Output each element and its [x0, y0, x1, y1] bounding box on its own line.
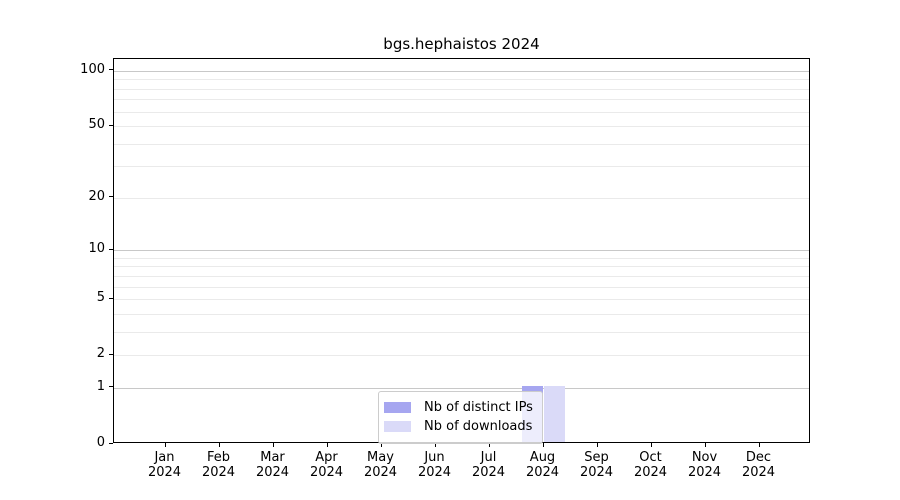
- x-tick-label: Feb 2024: [187, 450, 251, 480]
- x-tick-mark: [380, 443, 382, 447]
- y-tick-mark: [109, 386, 113, 388]
- x-tick-label-month: Aug: [529, 450, 556, 465]
- y-tick-mark: [109, 69, 113, 71]
- y-tick-label: 5: [96, 290, 105, 306]
- x-tick-label-month: Jan: [154, 450, 175, 465]
- gridline-minor: [114, 79, 809, 81]
- bar-downloads: [543, 385, 566, 442]
- x-tick-label-month: Oct: [639, 450, 662, 465]
- gridline-minor: [114, 331, 809, 333]
- chart-title: bgs.hephaistos 2024: [383, 35, 540, 53]
- grid-layer: [114, 59, 809, 442]
- x-tick-mark: [218, 443, 220, 447]
- gridline-minor: [114, 111, 809, 113]
- y-tick-label: 0: [96, 435, 105, 450]
- gridline-major: [114, 387, 809, 389]
- x-tick-label: Aug 2024: [511, 450, 575, 480]
- x-tick-mark: [164, 443, 166, 447]
- gridline-minor: [114, 299, 809, 301]
- gridline-major: [114, 70, 809, 72]
- x-tick-label: Nov 2024: [673, 450, 737, 480]
- gridline-minor: [114, 126, 809, 128]
- y-tick-label: 1: [96, 378, 105, 394]
- x-tick-mark: [488, 443, 490, 447]
- x-tick-label: Mar 2024: [241, 450, 305, 480]
- gridline-minor: [114, 99, 809, 101]
- x-tick-label-year: 2024: [741, 465, 776, 480]
- gridline-minor: [114, 286, 809, 288]
- gridline-minor: [114, 257, 809, 259]
- y-tick-label: 20: [88, 188, 105, 204]
- x-tick-label: May 2024: [349, 450, 413, 480]
- x-tick-label-year: 2024: [201, 465, 236, 480]
- legend-swatch-downloads: [384, 421, 411, 432]
- x-tick-label: Sep 2024: [565, 450, 629, 480]
- x-tick-mark: [596, 443, 598, 447]
- x-tick-label-month: Jun: [424, 450, 445, 465]
- x-tick-label-month: Mar: [260, 450, 285, 465]
- gridline-minor: [114, 143, 809, 145]
- x-tick-mark: [434, 443, 436, 447]
- gridline-minor: [114, 313, 809, 315]
- x-tick-label-year: 2024: [255, 465, 290, 480]
- legend: Nb of distinct IPs Nb of downloads: [378, 391, 543, 444]
- x-tick-label-month: Feb: [206, 450, 231, 465]
- x-tick-label-year: 2024: [579, 465, 614, 480]
- plot-area: Nb of distinct IPs Nb of downloads: [113, 58, 810, 444]
- x-tick-label-year: 2024: [471, 465, 506, 480]
- x-tick-label: Dec 2024: [727, 450, 791, 480]
- y-tick-label: 2: [96, 346, 105, 362]
- x-tick-label: Jun 2024: [403, 450, 467, 480]
- y-tick-label: 100: [80, 61, 105, 77]
- x-tick-label: Apr 2024: [295, 450, 359, 480]
- y-tick-mark: [109, 196, 113, 198]
- x-tick-label-month: Dec: [745, 450, 772, 465]
- gridline-minor: [114, 88, 809, 90]
- y-tick-mark: [109, 442, 113, 444]
- gridline-minor: [114, 355, 809, 357]
- x-tick-label-month: Apr: [315, 450, 338, 465]
- x-tick-label-month: Jul: [480, 450, 497, 465]
- legend-swatch-distinct-ips: [384, 402, 411, 413]
- x-tick-mark: [272, 443, 274, 447]
- x-tick-mark: [650, 443, 652, 447]
- x-tick-label: Oct 2024: [619, 450, 683, 480]
- x-tick-mark: [704, 443, 706, 447]
- gridline-minor: [114, 197, 809, 199]
- y-tick-label: 50: [88, 117, 105, 133]
- y-tick-mark: [109, 124, 113, 126]
- x-tick-label: Jan 2024: [133, 450, 197, 480]
- x-tick-label-year: 2024: [525, 465, 560, 480]
- legend-row-downloads: Nb of downloads: [384, 418, 533, 435]
- x-tick-label-year: 2024: [147, 465, 182, 480]
- y-tick-label: 10: [88, 241, 105, 257]
- gridline-minor: [114, 266, 809, 268]
- legend-label-distinct-ips: Nb of distinct IPs: [424, 400, 533, 415]
- x-tick-label-month: Nov: [691, 450, 718, 465]
- x-tick-label-month: Sep: [584, 450, 609, 465]
- x-tick-mark: [758, 443, 760, 447]
- x-tick-label-year: 2024: [363, 465, 398, 480]
- bars-layer: [114, 59, 809, 442]
- x-tick-mark: [542, 443, 544, 447]
- x-tick-label-month: May: [367, 450, 394, 465]
- x-tick-label-year: 2024: [417, 465, 452, 480]
- gridline-minor: [114, 275, 809, 277]
- gridline-minor: [114, 166, 809, 168]
- y-tick-mark: [109, 297, 113, 299]
- gridline-major: [114, 250, 809, 252]
- x-tick-label-year: 2024: [633, 465, 668, 480]
- y-tick-mark: [109, 248, 113, 250]
- y-tick-mark: [109, 353, 113, 355]
- legend-label-downloads: Nb of downloads: [424, 419, 533, 434]
- x-tick-mark: [326, 443, 328, 447]
- x-tick-label-year: 2024: [309, 465, 344, 480]
- legend-row-distinct-ips: Nb of distinct IPs: [384, 399, 533, 416]
- x-tick-label-year: 2024: [687, 465, 722, 480]
- x-tick-label: Jul 2024: [457, 450, 521, 480]
